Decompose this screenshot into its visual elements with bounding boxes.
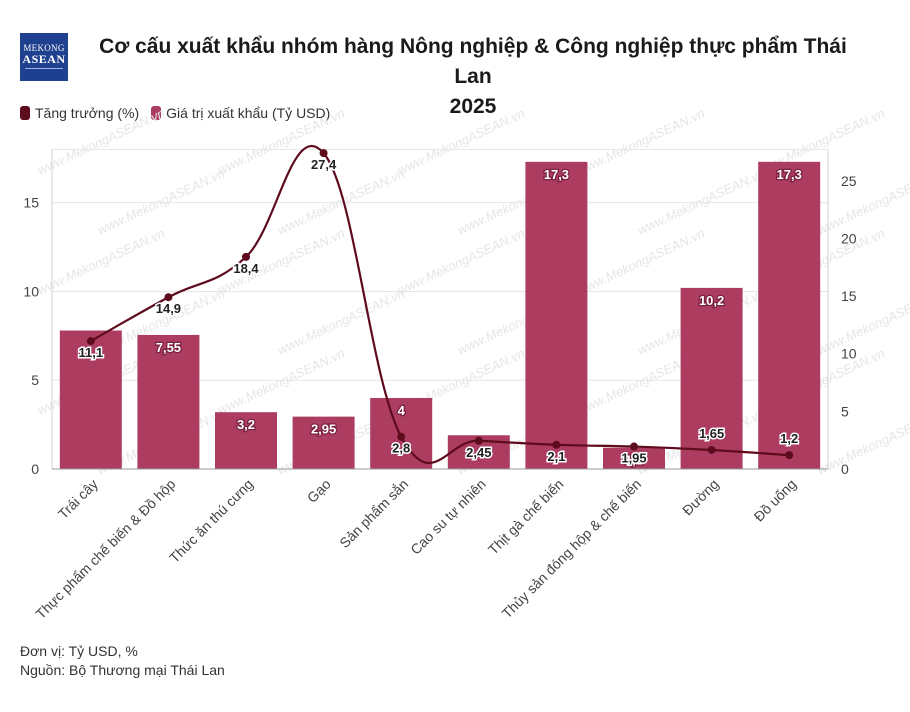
category-label: Đường bbox=[679, 476, 722, 519]
right-axis-tick: 5 bbox=[841, 403, 849, 419]
category-label: Gạo bbox=[304, 476, 334, 506]
growth-value-label: 1,2 bbox=[780, 431, 798, 446]
growth-point bbox=[164, 293, 173, 302]
legend-swatch-growth bbox=[20, 106, 30, 120]
growth-value-label: 14,9 bbox=[156, 301, 181, 316]
category-label: Trái cây bbox=[55, 476, 101, 522]
bar bbox=[680, 287, 743, 469]
bar-value-label: 2,95 bbox=[311, 422, 336, 437]
chart-title-line2: 2025 bbox=[449, 95, 497, 118]
left-axis-tick: 15 bbox=[23, 195, 39, 211]
chart-footer: Đơn vị: Tỷ USD, % Nguồn: Bộ Thương mại T… bbox=[20, 642, 225, 680]
logo-line2: ASEAN bbox=[22, 52, 66, 66]
unit-note: Đơn vị: Tỷ USD, % bbox=[20, 643, 138, 659]
left-axis-tick: 10 bbox=[23, 283, 39, 299]
right-axis-tick: 15 bbox=[841, 288, 857, 304]
legend-label-growth: Tăng trưởng (%) bbox=[35, 105, 140, 121]
bar-value-label: 4 bbox=[398, 403, 406, 418]
category-label: Thực phẩm chế biến & Đồ hộp bbox=[32, 476, 178, 622]
logo-line1: MEKONG bbox=[23, 43, 65, 53]
category-label: Thức ăn thú cưng bbox=[166, 476, 256, 566]
source-note: Nguồn: Bộ Thương mại Thái Lan bbox=[20, 662, 225, 678]
bar-value-label: 3,2 bbox=[237, 417, 255, 432]
watermark-text: www.MekongASEAN.vn bbox=[815, 285, 910, 357]
growth-point bbox=[552, 440, 561, 449]
growth-value-label: 1,65 bbox=[699, 426, 724, 441]
bar bbox=[215, 412, 277, 469]
bar bbox=[603, 447, 665, 469]
left-axis-tick: 5 bbox=[31, 372, 39, 388]
legend-swatch-export-value bbox=[151, 106, 162, 120]
growth-point bbox=[785, 451, 794, 460]
right-axis-tick: 20 bbox=[841, 230, 857, 246]
watermark-text: www.MekongASEAN.vn bbox=[395, 105, 527, 177]
watermark-text: www.MekongASEAN.vn bbox=[815, 405, 910, 477]
left-axis-tick: 0 bbox=[31, 461, 39, 477]
bar-value-label: 17,3 bbox=[544, 167, 569, 182]
growth-value-label: 2,45 bbox=[466, 445, 491, 460]
bar bbox=[292, 416, 355, 469]
legend-item-growth[interactable]: Tăng trưởng (%) bbox=[20, 105, 139, 121]
logo-rule bbox=[25, 68, 63, 71]
chart-title-line1: Cơ cấu xuất khẩu nhóm hàng Nông nghiệp &… bbox=[99, 35, 847, 88]
chart-legend: Tăng trưởng (%) Giá trị xuất khẩu (Tỷ US… bbox=[20, 105, 342, 121]
growth-point bbox=[474, 436, 483, 445]
bar bbox=[59, 330, 122, 469]
category-label: Sản phẩm sắn bbox=[336, 476, 411, 551]
right-axis-tick: 25 bbox=[841, 173, 857, 189]
growth-value-label: 1,95 bbox=[621, 451, 646, 466]
growth-point bbox=[630, 442, 638, 451]
right-axis-tick: 10 bbox=[841, 346, 857, 362]
growth-value-label: 2,1 bbox=[547, 449, 565, 464]
mekong-asean-logo: MEKONG ASEAN bbox=[20, 33, 68, 81]
growth-point bbox=[319, 149, 328, 158]
legend-label-export-value: Giá trị xuất khẩu (Tỷ USD) bbox=[166, 105, 331, 121]
category-label: Cao su tự nhiên bbox=[407, 476, 489, 558]
growth-point bbox=[397, 432, 406, 441]
growth-value-label: 27,4 bbox=[311, 157, 337, 172]
category-label: Thủy sản đóng hộp & chế biến bbox=[499, 476, 645, 622]
bar bbox=[525, 161, 588, 469]
growth-point bbox=[707, 445, 716, 454]
growth-point bbox=[86, 337, 95, 346]
bar-value-label: 7,55 bbox=[156, 340, 181, 355]
chart-title: Cơ cấu xuất khẩu nhóm hàng Nông nghiệp &… bbox=[78, 32, 868, 122]
bar-value-label: 1,2 bbox=[625, 453, 643, 468]
watermark-text: www.MekongASEAN.vn bbox=[575, 105, 707, 177]
watermark-text: www.MekongASEAN.vn bbox=[815, 165, 910, 237]
bar-value-label: 17,3 bbox=[777, 167, 802, 182]
bar bbox=[758, 161, 821, 469]
legend-item-export-value[interactable]: Giá trị xuất khẩu (Tỷ USD) bbox=[151, 105, 330, 121]
growth-value-label: 11,1 bbox=[79, 345, 104, 360]
growth-point bbox=[242, 252, 250, 261]
category-label: Thịt gà chế biến bbox=[485, 476, 567, 558]
growth-value-label: 18,4 bbox=[233, 261, 259, 276]
bar-value-label: 10,2 bbox=[699, 293, 724, 308]
right-axis-tick: 0 bbox=[841, 461, 849, 477]
watermark-text: www.MekongASEAN.vn bbox=[35, 105, 167, 177]
growth-value-label: 2,8 bbox=[392, 441, 410, 456]
category-label: Đồ uống bbox=[751, 476, 800, 525]
bar bbox=[137, 334, 200, 469]
